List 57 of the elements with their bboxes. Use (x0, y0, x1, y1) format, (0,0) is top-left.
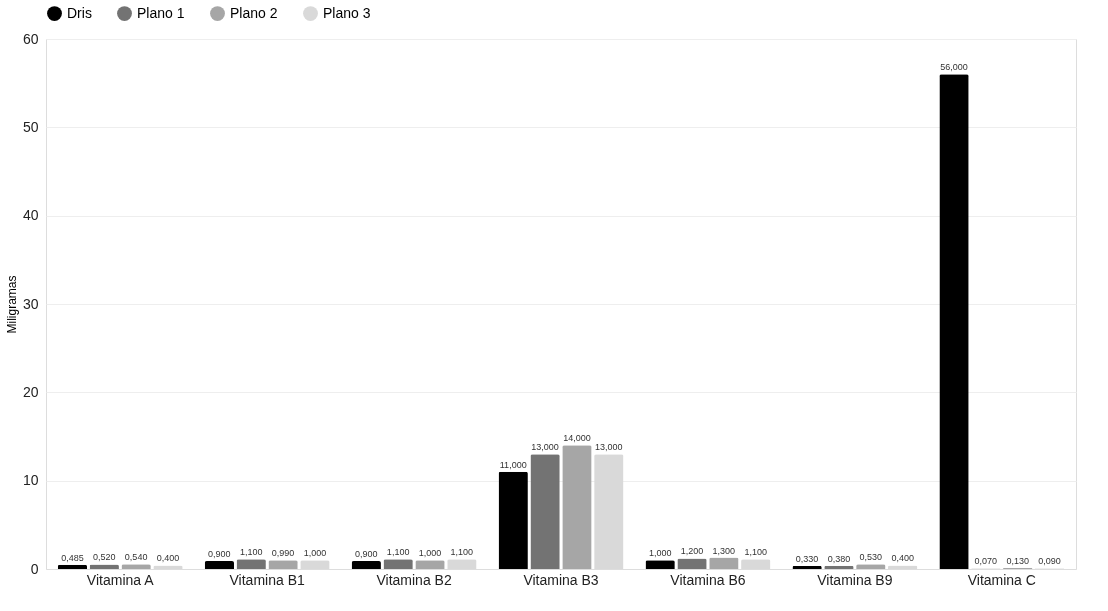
data-label: 1,300 (712, 545, 736, 556)
bar (939, 74, 969, 569)
data-label: 0,330 (795, 554, 819, 565)
y-tick-label: 0 (30, 560, 39, 577)
data-label: 1,000 (648, 548, 672, 559)
x-tick-label: Vitamina B9 (817, 571, 893, 588)
data-label: 1,100 (450, 547, 474, 558)
data-label: 56,000 (940, 62, 968, 73)
bar (709, 557, 739, 569)
data-label: 0,130 (1006, 555, 1029, 566)
data-label: 0,990 (271, 548, 295, 559)
data-label: 0,900 (208, 549, 231, 560)
bar (530, 454, 560, 569)
data-label: 1,000 (418, 548, 442, 559)
data-label: 0,380 (827, 553, 851, 564)
bar (498, 471, 528, 569)
bar (204, 561, 234, 569)
data-label: 1,200 (680, 546, 704, 557)
x-tick-label: Vitamina C (967, 571, 1036, 588)
data-label: 0,400 (891, 553, 914, 564)
y-tick-label: 10 (22, 472, 39, 489)
data-label: 1,100 (744, 547, 767, 558)
legend-label: Dris (67, 4, 92, 21)
data-label: 0,900 (355, 549, 378, 560)
legend-label: Plano 1 (137, 4, 185, 21)
data-label: 1,100 (386, 547, 410, 558)
data-label: 0,540 (124, 552, 148, 563)
bar (351, 561, 381, 569)
data-label: 0,485 (61, 552, 84, 563)
data-label: 0,090 (1038, 556, 1061, 567)
legend-label: Plano 2 (230, 4, 278, 21)
data-label: 0,520 (93, 552, 116, 563)
bar (677, 558, 707, 569)
y-tick-label: 40 (22, 207, 39, 224)
data-label: 0,530 (859, 552, 883, 563)
y-axis-title: Miligramas (4, 275, 19, 334)
x-tick-label: Vitamina A (86, 571, 155, 588)
x-tick-label: Vitamina B2 (376, 571, 452, 588)
data-label: 1,000 (303, 548, 327, 559)
data-label: 0,400 (156, 553, 180, 564)
data-label: 1,100 (239, 547, 263, 558)
x-tick-label: Vitamina B3 (523, 571, 599, 588)
data-label: 14,000 (563, 433, 591, 444)
bar (562, 445, 592, 569)
y-tick-label: 60 (22, 30, 39, 47)
bar (57, 564, 88, 569)
data-label: 13,000 (595, 442, 623, 453)
y-tick-label: 20 (22, 383, 39, 400)
data-label: 11,000 (499, 459, 527, 470)
y-tick-label: 50 (22, 118, 39, 135)
bar (792, 566, 822, 569)
x-tick-label: Vitamina B1 (229, 571, 305, 588)
y-tick-label: 30 (22, 295, 39, 312)
legend-label: Plano 3 (323, 4, 371, 21)
data-label: 0,070 (974, 556, 998, 567)
x-tick-label: Vitamina B6 (670, 571, 746, 588)
data-label: 13,000 (531, 442, 559, 453)
